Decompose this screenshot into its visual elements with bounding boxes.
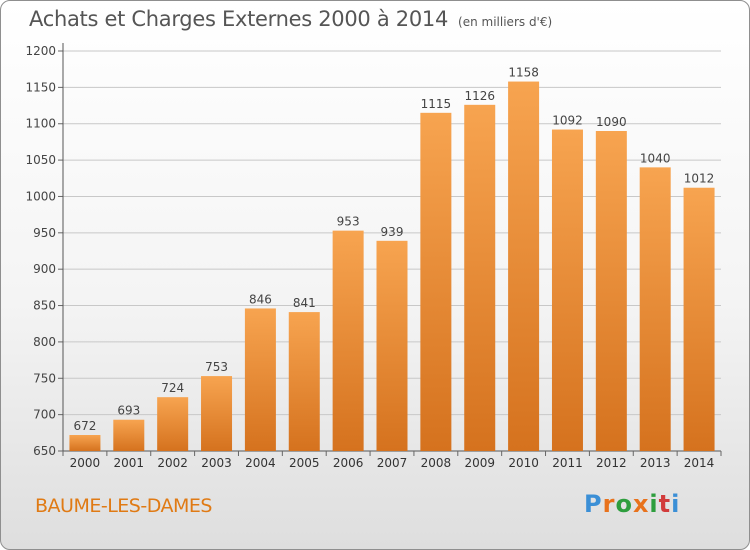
x-tick-label: 2012: [596, 456, 627, 470]
x-tick-label: 2007: [377, 456, 408, 470]
logo-letter: i: [649, 490, 659, 518]
x-tick-label: 2003: [201, 456, 232, 470]
logo-letter: r: [602, 490, 616, 518]
x-tick-label: 2008: [421, 456, 452, 470]
x-tick-label: 2001: [114, 456, 145, 470]
logo-letter: o: [615, 490, 633, 518]
x-tick-label: 2000: [70, 456, 101, 470]
y-tick-label: 900: [33, 262, 56, 276]
bar-value-label: 841: [293, 296, 316, 310]
bar: [683, 187, 715, 451]
bar: [551, 129, 583, 451]
bar-value-label: 1115: [421, 97, 452, 111]
x-tick-label: 2014: [684, 456, 715, 470]
bar-value-label: 953: [337, 215, 360, 229]
bar: [157, 397, 189, 451]
x-tick-label: 2004: [245, 456, 276, 470]
x-tick-label: 2006: [333, 456, 364, 470]
bar-value-label: 939: [381, 225, 404, 239]
x-tick-label: 2005: [289, 456, 320, 470]
y-tick-label: 950: [33, 226, 56, 240]
bar-value-label: 672: [73, 419, 96, 433]
x-tick-label: 2009: [464, 456, 495, 470]
bar: [376, 240, 408, 451]
y-tick-label: 800: [33, 335, 56, 349]
bar: [464, 104, 496, 452]
bar-value-label: 1158: [508, 66, 539, 80]
bar: [639, 167, 671, 451]
chart-subtitle: (en milliers d'€): [458, 15, 553, 29]
y-tick-label: 750: [33, 371, 56, 385]
bar: [69, 435, 101, 451]
y-tick-label: 1000: [25, 189, 56, 203]
bar: [244, 308, 276, 451]
bar: [332, 230, 364, 451]
bar-value-label: 1012: [684, 172, 715, 186]
logo-letter: P: [584, 490, 603, 518]
bar-value-label: 753: [205, 360, 228, 374]
y-tick-label: 1050: [25, 153, 56, 167]
proxiti-logo: Proxiti: [584, 490, 680, 518]
chart-title: Achats et Charges Externes 2000 à 2014 (e…: [29, 7, 552, 31]
bar: [201, 376, 233, 451]
bar-value-label: 693: [117, 404, 140, 418]
bar-value-label: 1092: [552, 114, 583, 128]
bar-value-label: 1040: [640, 151, 671, 165]
bar: [113, 419, 145, 451]
logo-letter: x: [632, 490, 650, 518]
bar: [288, 312, 320, 451]
chart-title-text: Achats et Charges Externes 2000 à 2014: [29, 7, 449, 31]
y-tick-label: 1100: [25, 117, 56, 131]
city-name: BAUME-LES-DAMES: [35, 495, 212, 517]
bar-value-label: 1126: [464, 89, 495, 103]
bar: [420, 112, 452, 452]
x-tick-label: 2010: [508, 456, 539, 470]
y-tick-label: 850: [33, 299, 56, 313]
x-tick-label: 2011: [552, 456, 583, 470]
logo-letter: t: [658, 490, 672, 518]
y-tick-label: 1200: [25, 44, 56, 58]
bar: [595, 131, 627, 451]
logo-letter: i: [671, 490, 681, 518]
bar-value-label: 846: [249, 292, 272, 306]
x-tick-label: 2013: [640, 456, 671, 470]
bar: [508, 81, 540, 451]
y-tick-label: 650: [33, 444, 56, 458]
bar-value-label: 1090: [596, 115, 627, 129]
x-tick-label: 2002: [157, 456, 188, 470]
bar-value-label: 724: [161, 381, 184, 395]
y-tick-label: 700: [33, 408, 56, 422]
y-tick-label: 1150: [25, 80, 56, 94]
